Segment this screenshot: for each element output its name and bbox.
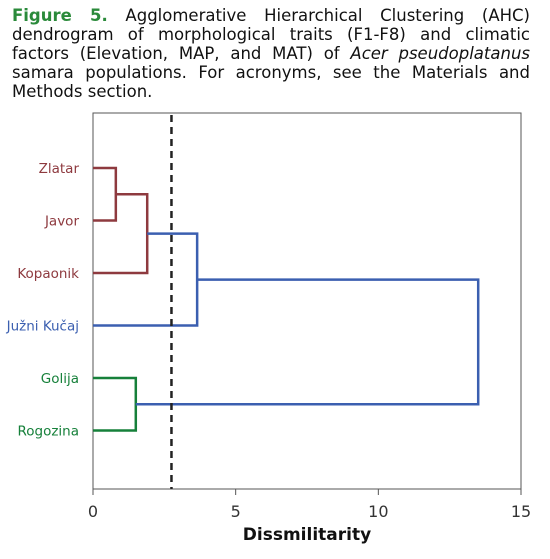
dendrogram-link [93, 232, 199, 327]
dendrogram-link [135, 278, 480, 406]
leaf-labels: Zlatar Javor Kopaonik Južni Kučaj Golija Rogo… [6, 161, 80, 440]
dendrogram-link [93, 166, 118, 222]
leaf-label: Javor [44, 214, 80, 230]
x-axis-ticks: 0 5 10 15 [88, 489, 531, 521]
leaf-label: Rogozina [17, 424, 79, 440]
dendrogram-link [93, 376, 138, 432]
leaf-label: Golija [41, 371, 79, 387]
dendrogram-links [93, 166, 480, 432]
dendrogram-link [93, 193, 149, 275]
leaf-label: Zlatar [39, 161, 80, 177]
x-tick-label: 15 [511, 502, 531, 521]
plot-frame [92, 112, 522, 490]
x-axis-title: Dissmilitarity [243, 525, 371, 545]
x-tick-label: 10 [368, 502, 388, 521]
caption-text-1: Agglomerative Hierarchical Clustering (A… [12, 6, 530, 63]
leaf-label: Kopaonik [17, 266, 79, 282]
figure-caption: Figure 5. Agglomerative Hierarchical Clu… [12, 6, 530, 101]
x-tick-label: 0 [88, 502, 98, 521]
x-tick-label: 5 [231, 502, 241, 521]
leaf-label: Južni Kučaj [6, 319, 79, 335]
species-name: Acer pseudoplatanus [350, 44, 530, 63]
figure-label: Figure 5. [12, 6, 108, 25]
caption-text-2: samara populations. For acronyms, see th… [12, 63, 530, 101]
